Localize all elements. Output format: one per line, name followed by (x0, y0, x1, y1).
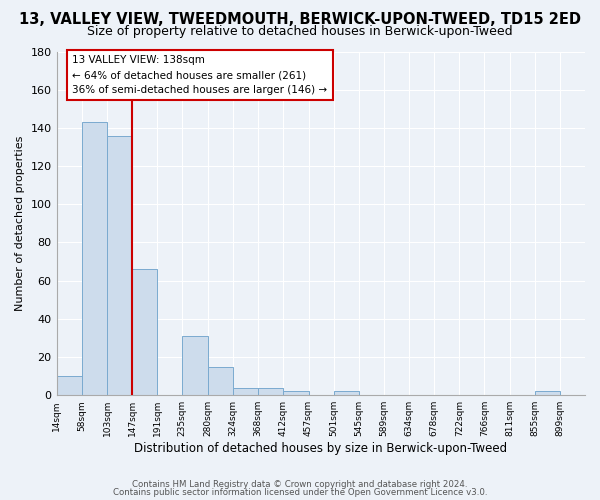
Bar (535, 392, 560, 395)
Text: Contains public sector information licensed under the Open Government Licence v3: Contains public sector information licen… (113, 488, 487, 497)
Bar (56, 376, 82, 395)
Bar (283, 392, 308, 395)
Text: Contains HM Land Registry data © Crown copyright and database right 2024.: Contains HM Land Registry data © Crown c… (132, 480, 468, 489)
Y-axis label: Number of detached properties: Number of detached properties (15, 136, 25, 311)
Bar (82, 122, 107, 395)
Bar (334, 392, 359, 395)
Text: Size of property relative to detached houses in Berwick-upon-Tweed: Size of property relative to detached ho… (87, 25, 513, 38)
X-axis label: Distribution of detached houses by size in Berwick-upon-Tweed: Distribution of detached houses by size … (134, 442, 508, 455)
Bar (182, 336, 208, 395)
Bar (233, 388, 258, 395)
Bar (107, 136, 132, 395)
Text: 13, VALLEY VIEW, TWEEDMOUTH, BERWICK-UPON-TWEED, TD15 2ED: 13, VALLEY VIEW, TWEEDMOUTH, BERWICK-UPO… (19, 12, 581, 28)
Bar (258, 388, 283, 395)
Text: 13 VALLEY VIEW: 138sqm
← 64% of detached houses are smaller (261)
36% of semi-de: 13 VALLEY VIEW: 138sqm ← 64% of detached… (73, 56, 328, 95)
Bar (208, 366, 233, 395)
Bar (132, 269, 157, 395)
